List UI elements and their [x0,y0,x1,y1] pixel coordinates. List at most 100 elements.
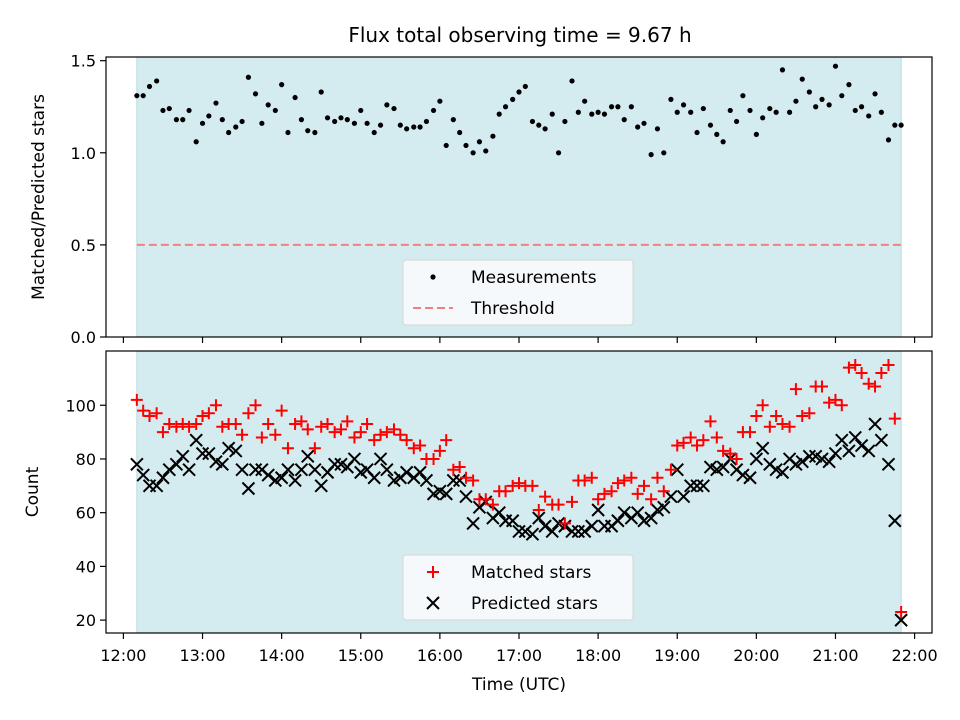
matched-star-marker [506,479,519,492]
predicted-star-marker [848,430,862,445]
predicted-star-marker [215,457,230,472]
matched-star-marker [783,420,796,433]
measurement-point [219,117,225,123]
measurement-point [608,104,615,110]
predicted-star-marker [868,417,882,431]
measurement-point [786,109,793,115]
measurement-point [213,100,219,106]
predicted-star-marker [749,452,764,466]
legend-measurements-marker [430,274,436,280]
predicted-star-marker [545,524,559,539]
measurement-point [767,105,773,112]
measurement-point [344,117,350,123]
measurement-point [839,93,845,99]
matched-star-marker [664,463,677,476]
predicted-star-marker [630,505,645,520]
matched-star-marker [387,423,400,436]
matched-star-marker [651,471,664,484]
predicted-star-marker [644,511,658,525]
measurement-point [423,118,430,125]
measurement-point [668,96,674,102]
predicted-star-marker [221,441,236,455]
matched-star-marker [269,428,282,441]
matched-star-marker [440,434,453,447]
measurement-point [575,109,581,115]
measurement-point [510,96,516,102]
measurement-point [589,111,595,117]
matched-star-marker [558,517,571,530]
measurement-point [680,102,687,108]
ratio-legend: Measurements Threshold [402,259,634,326]
measurement-point [555,150,562,156]
predicted-star-marker [241,481,256,496]
count-y-axis-label: Count [23,466,43,517]
measurement-point [298,117,305,123]
measurement-point [536,122,542,128]
measurement-point [134,93,140,99]
matched-star-marker [289,418,302,431]
matched-star-marker [354,426,367,439]
measurement-point [866,113,872,119]
predicted-star-marker [795,454,809,469]
count-xtick-label: 13:00 [179,646,225,665]
measurement-point [595,109,601,115]
matched-star-marker [842,361,855,374]
predicted-star-marker [248,463,263,477]
matched-star-marker [459,471,472,484]
count-ytick-label: 100 [65,396,96,415]
matched-star-marker [308,442,321,455]
measurement-point [312,129,318,136]
measurement-point [654,126,661,132]
matched-star-marker [849,358,862,371]
matched-star-marker [625,471,638,484]
count-xtick-label: 22:00 [892,646,938,665]
predicted-star-marker [532,511,546,525]
measurement-point [154,78,160,84]
measurement-point [476,139,483,145]
measurement-point [898,122,904,128]
measurement-point [397,122,403,128]
matched-star-marker [137,404,150,417]
predicted-star-marker [182,463,196,477]
predicted-star-marker [492,505,506,520]
predicted-star-marker [861,444,876,458]
measurement-point [753,131,759,137]
measurement-point [233,124,239,130]
measurement-point [661,150,667,156]
measurement-point [358,107,364,114]
matched-star-marker [704,415,717,428]
measurement-point [502,104,509,110]
matched-star-marker [882,358,895,371]
matched-star-marker [869,380,882,393]
measurement-point [371,129,377,136]
predicted-star-marker [347,452,362,466]
matched-star-marker [697,434,710,447]
measurement-point [779,67,786,73]
matched-star-marker [315,420,328,433]
predicted-star-marker [591,503,605,517]
measurement-point [318,89,324,95]
count-xtick-label: 16:00 [417,646,463,665]
legend-predicted-marker [426,596,440,610]
predicted-star-marker [815,452,829,466]
matched-star-marker [585,471,598,484]
predicted-star-marker [854,438,869,453]
measurement-point [615,104,621,110]
predicted-star-marker [136,468,150,482]
matched-star-marker [829,393,842,406]
predicted-star-marker [380,463,394,477]
predicted-star-marker [736,468,750,482]
matched-star-marker [816,380,829,393]
measurement-point [569,78,575,84]
measurement-point [411,124,417,130]
matched-star-marker [671,439,684,452]
measurement-point [483,148,489,154]
measurement-point [338,115,344,121]
matched-star-marker [176,418,189,431]
predicted-star-marker [301,449,315,463]
matched-star-marker [717,444,730,457]
matched-star-marker [150,407,163,420]
measurement-point [885,137,892,143]
predicted-star-marker [690,479,704,493]
predicted-star-marker [195,446,210,461]
